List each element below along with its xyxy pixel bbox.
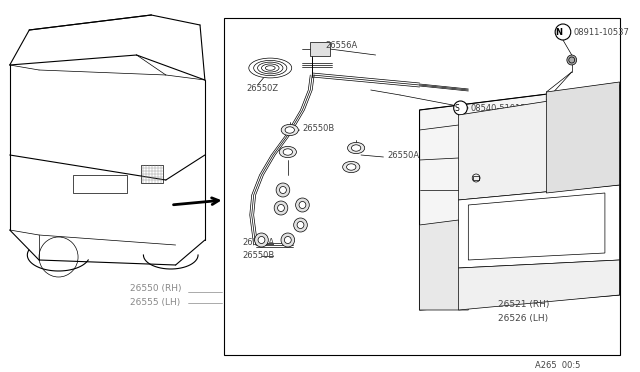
Text: 26555 (LH): 26555 (LH) <box>130 298 180 307</box>
Ellipse shape <box>281 124 298 136</box>
Text: N: N <box>556 28 563 36</box>
Text: A265  00:5: A265 00:5 <box>534 360 580 369</box>
Ellipse shape <box>351 145 361 151</box>
Ellipse shape <box>346 164 356 170</box>
Text: 26526 (LH): 26526 (LH) <box>497 314 548 323</box>
Ellipse shape <box>279 147 296 158</box>
Circle shape <box>296 198 309 212</box>
Ellipse shape <box>348 142 365 154</box>
Polygon shape <box>420 220 468 310</box>
Circle shape <box>280 186 286 193</box>
Bar <box>473 176 479 180</box>
Circle shape <box>258 237 265 244</box>
Text: 26550A: 26550A <box>242 237 274 247</box>
Polygon shape <box>459 90 620 200</box>
Circle shape <box>294 218 307 232</box>
Text: 26550B: 26550B <box>242 251 274 260</box>
Polygon shape <box>459 185 620 268</box>
Circle shape <box>555 24 571 40</box>
Polygon shape <box>459 260 620 310</box>
Circle shape <box>281 233 294 247</box>
Circle shape <box>278 205 284 212</box>
Ellipse shape <box>283 149 292 155</box>
Circle shape <box>299 202 306 208</box>
Circle shape <box>276 183 290 197</box>
Text: 08911-10537: 08911-10537 <box>573 28 630 36</box>
Text: 26550Z: 26550Z <box>247 83 279 93</box>
Text: 26556A: 26556A <box>325 41 357 49</box>
Circle shape <box>255 233 268 247</box>
Text: 26550B: 26550B <box>303 124 335 132</box>
Text: 08540-51012: 08540-51012 <box>470 103 526 112</box>
Bar <box>310 42 330 56</box>
Circle shape <box>454 101 467 115</box>
Circle shape <box>284 237 291 244</box>
Bar <box>73 175 127 193</box>
Ellipse shape <box>285 127 294 133</box>
Circle shape <box>274 201 288 215</box>
Polygon shape <box>420 85 620 310</box>
Text: 26521 (RH): 26521 (RH) <box>497 301 549 310</box>
Text: 26550A: 26550A <box>387 151 419 160</box>
Bar <box>141 165 163 183</box>
Text: S: S <box>454 103 459 112</box>
Circle shape <box>297 221 304 228</box>
Bar <box>225 18 620 355</box>
Circle shape <box>567 55 577 65</box>
Ellipse shape <box>342 161 360 173</box>
Polygon shape <box>547 82 620 193</box>
Text: 26550 (RH): 26550 (RH) <box>130 283 181 292</box>
Text: 26553: 26553 <box>488 148 515 157</box>
